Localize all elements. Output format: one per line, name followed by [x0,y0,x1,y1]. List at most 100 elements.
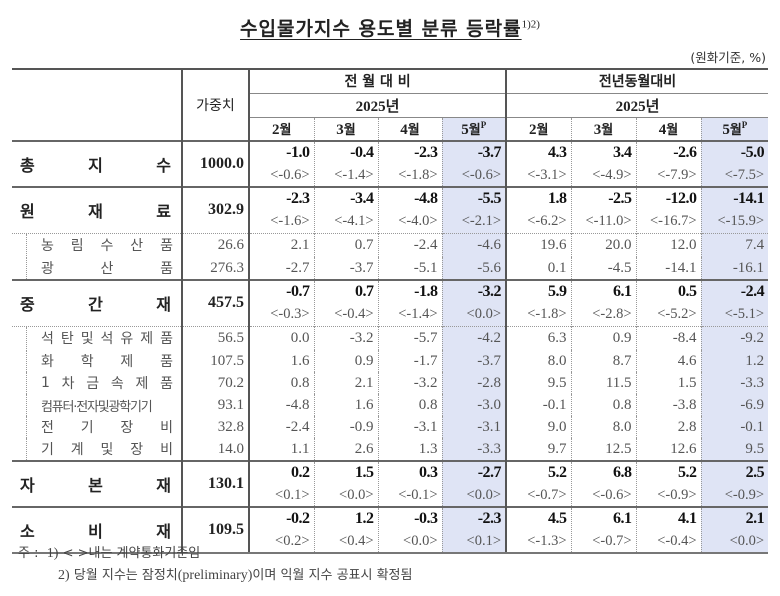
import-price-table: 가중치 전 월 대 비 전년동월대비 2025년 2025년 2월 3월 4월 5월P… [12,68,769,554]
header-month: 5월P [441,116,507,141]
value-cell: -6.9 [700,394,769,416]
footnote-1: 주 : 1) < >내는 계약통화기준임 [18,546,201,561]
header-month: 4월 [377,116,442,141]
header-month: 4월 [635,116,702,141]
value-cell: 1.5 <0.0> [313,460,378,507]
value-cell: -2.8 [441,372,507,394]
value-cell: -3.7 [441,350,507,372]
value-cell: 2.1 [248,232,314,257]
value-cell: -3.1 [377,416,442,438]
value-cell: -0.3 <0.0> [377,506,442,554]
value-cell: -1.8 <-1.4> [377,279,442,326]
value-cell: 6.8 <-0.6> [570,460,637,507]
value-cell: -3.0 [441,394,507,416]
header-weight: 가중치 [181,69,249,141]
header-month: 3월 [313,116,378,141]
value-cell: 12.5 [570,438,637,461]
value-cell: -0.1 [700,416,769,438]
value-cell: -4.5 [570,257,637,280]
value-cell: 1.6 [313,394,378,416]
value-cell: -3.3 [441,438,507,461]
weight-cell: 56.5 [181,325,249,350]
weight-cell: 457.5 [181,279,249,326]
value-cell: -2.4 [248,416,314,438]
value-cell: 0.0 [248,325,314,350]
value-cell: 0.7 [313,232,378,257]
header-year-mom: 2025년 [247,92,507,117]
table-title: 수입물가지수 용도별 분류 등락률1)2) [0,14,780,41]
unit-label: (원화기준, %) [690,50,766,65]
value-cell: 2.1 [313,372,378,394]
value-cell: 12.6 [635,438,702,461]
weight-cell: 93.1 [181,394,249,416]
value-cell: -8.4 [635,325,702,350]
value-cell: 0.8 [377,394,442,416]
value-cell: 4.6 [635,350,702,372]
value-cell: -5.7 [377,325,442,350]
value-cell: 0.5 <-5.2> [635,279,702,326]
header-month: 3월 [570,116,637,141]
weight-cell: 130.1 [181,460,249,507]
value-cell: -2.3 <-1.6> [248,186,314,233]
weight-cell: 14.0 [181,438,249,461]
value-cell: 9.5 [700,438,769,461]
value-cell: -9.2 [700,325,769,350]
value-cell: 8.7 [570,350,637,372]
value-cell: -3.1 [441,416,507,438]
value-cell: -12.0 <-16.7> [635,186,702,233]
value-cell: -2.7 [248,257,314,280]
header-blank [12,69,182,141]
value-cell: 1.8 <-6.2> [505,186,572,233]
value-cell: 0.1 [505,257,572,280]
value-cell: 0.9 [313,350,378,372]
value-cell: 8.0 [505,350,572,372]
value-cell: -3.4 <-4.1> [313,186,378,233]
weight-cell: 302.9 [181,186,249,233]
value-cell: -2.3 <0.1> [441,506,507,554]
footnotes: 주 : 1) < >내는 계약통화기준임 2) 당월 지수는 잠정치(preli… [18,543,412,587]
header-mom: 전 월 대 비 [247,69,507,93]
header-month: 2월 [248,116,314,141]
value-cell: 0.8 [570,394,637,416]
value-cell: 1.2 <0.4> [313,506,378,554]
value-cell: 1.6 [248,350,314,372]
value-cell: -2.6 <-7.9> [635,140,702,187]
value-cell: 1.3 [377,438,442,461]
value-cell: -0.4 <-1.4> [313,140,378,187]
value-cell: -4.6 [441,232,507,257]
value-cell: 4.3 <-3.1> [505,140,572,187]
value-cell: -3.3 [700,372,769,394]
weight-cell: 1000.0 [181,140,249,187]
value-cell: -3.8 [635,394,702,416]
value-cell: 1.1 [248,438,314,461]
value-cell: 3.4 <-4.9> [570,140,637,187]
header-month: 2월 [505,116,572,141]
value-cell: -3.7 <-0.6> [441,140,507,187]
value-cell: -3.7 [313,257,378,280]
value-cell: -2.4 <-5.1> [700,279,769,326]
value-cell: -0.7 <-0.3> [248,279,314,326]
value-cell: -5.5 <-2.1> [441,186,507,233]
value-cell: -0.9 [313,416,378,438]
value-cell: 1.2 [700,350,769,372]
value-cell: 1.5 [635,372,702,394]
value-cell: 2.6 [313,438,378,461]
value-cell: 6.1 <-2.8> [570,279,637,326]
value-cell: 5.9 <-1.8> [505,279,572,326]
value-cell: -0.1 [505,394,572,416]
value-cell: -2.4 [377,232,442,257]
value-cell: 0.7 <-0.4> [313,279,378,326]
